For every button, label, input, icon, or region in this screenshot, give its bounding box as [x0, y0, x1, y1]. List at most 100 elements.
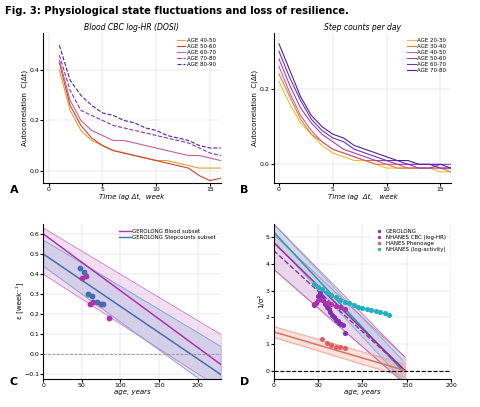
AGE 40-50 — [448, 166, 454, 171]
AGE 60-70 — [218, 158, 224, 163]
AGE 50-60 — [427, 166, 432, 171]
AGE 40-50 — [362, 158, 368, 163]
AGE 70-80 — [319, 124, 325, 129]
AGE 70-80 — [67, 88, 73, 93]
AGE 50-60 — [416, 166, 422, 171]
Y-axis label: Autocorrelation  C(Δt): Autocorrelation C(Δt) — [252, 70, 258, 146]
AGE 40-50 — [395, 162, 400, 167]
AGE 70-80 — [427, 162, 432, 167]
AGE 80-90 — [132, 120, 138, 125]
AGE 70-80 — [384, 154, 389, 159]
Legend: GEROLONG, NHANES CBC (log-HR), HANES Phenoage, NHANES (log-activity): GEROLONG, NHANES CBC (log-HR), HANES Phe… — [371, 227, 448, 254]
Point — [363, 306, 371, 313]
Line: AGE 70-80: AGE 70-80 — [60, 55, 221, 155]
Point — [336, 319, 343, 326]
AGE 40-50 — [110, 148, 116, 153]
Point — [99, 301, 107, 307]
Point — [105, 315, 113, 322]
Point — [341, 330, 348, 337]
AGE 60-70 — [330, 136, 336, 140]
Point — [314, 283, 322, 290]
Y-axis label: Autocorrelation  C(Δt): Autocorrelation C(Δt) — [21, 70, 28, 146]
Point — [337, 321, 345, 327]
AGE 40-50 — [416, 166, 422, 171]
AGE 20-30 — [438, 169, 444, 174]
AGE 60-70 — [405, 162, 411, 167]
AGE 40-50 — [373, 158, 379, 163]
Point — [327, 291, 335, 298]
Point — [372, 308, 380, 315]
AGE 60-70 — [153, 146, 159, 151]
AGE 40-50 — [78, 128, 84, 133]
Line: AGE 50-60: AGE 50-60 — [60, 63, 221, 181]
AGE 70-80 — [395, 158, 400, 163]
Point — [318, 294, 325, 300]
AGE 50-60 — [57, 60, 62, 65]
AGE 70-80 — [405, 158, 411, 163]
Point — [327, 342, 335, 348]
AGE 70-80 — [186, 140, 192, 145]
AGE 50-60 — [196, 173, 202, 178]
AGE 20-30 — [298, 120, 303, 125]
AGE 70-80 — [78, 108, 84, 113]
AGE 80-90 — [57, 43, 62, 48]
AGE 60-70 — [143, 143, 148, 148]
AGE 30-40 — [308, 132, 314, 137]
Point — [314, 293, 322, 299]
X-axis label: age, years: age, years — [114, 389, 150, 395]
Point — [319, 286, 326, 293]
AGE 40-50 — [308, 128, 314, 133]
AGE 40-50 — [153, 158, 159, 163]
AGE 40-50 — [186, 163, 192, 168]
AGE 30-40 — [330, 147, 336, 152]
Point — [82, 273, 89, 279]
AGE 60-70 — [384, 158, 389, 163]
AGE 30-40 — [362, 158, 368, 163]
AGE 50-60 — [164, 161, 170, 166]
AGE 60-70 — [448, 166, 454, 171]
AGE 30-40 — [427, 166, 432, 171]
AGE 30-40 — [287, 94, 293, 99]
AGE 50-60 — [218, 176, 224, 181]
Point — [341, 345, 348, 351]
Point — [94, 299, 101, 305]
AGE 60-70 — [164, 148, 170, 153]
Line: AGE 40-50: AGE 40-50 — [279, 66, 451, 168]
Point — [359, 304, 366, 311]
AGE 70-80 — [438, 162, 444, 167]
AGE 60-70 — [298, 98, 303, 103]
Line: AGE 80-90: AGE 80-90 — [60, 45, 221, 148]
AGE 40-50 — [384, 162, 389, 167]
AGE 60-70 — [121, 138, 127, 143]
AGE 70-80 — [351, 143, 357, 148]
AGE 60-70 — [341, 139, 347, 144]
AGE 40-50 — [57, 68, 62, 72]
AGE 70-80 — [330, 132, 336, 137]
Point — [341, 298, 348, 305]
AGE 50-60 — [67, 103, 73, 108]
AGE 50-60 — [405, 162, 411, 167]
AGE 50-60 — [438, 162, 444, 167]
AGE 40-50 — [298, 113, 303, 118]
AGE 70-80 — [287, 68, 293, 72]
Point — [339, 322, 347, 328]
AGE 80-90 — [67, 78, 73, 83]
AGE 40-50 — [196, 166, 202, 171]
AGE 80-90 — [164, 133, 170, 138]
AGE 30-40 — [405, 166, 411, 171]
AGE 40-50 — [351, 154, 357, 159]
AGE 40-50 — [89, 138, 95, 143]
AGE 60-70 — [319, 128, 325, 133]
AGE 20-30 — [427, 166, 432, 171]
AGE 60-70 — [308, 117, 314, 122]
AGE 60-70 — [427, 162, 432, 167]
Line: AGE 60-70: AGE 60-70 — [279, 51, 451, 168]
AGE 80-90 — [99, 110, 105, 115]
AGE 70-80 — [373, 151, 379, 155]
AGE 80-90 — [143, 125, 148, 130]
AGE 40-50 — [438, 166, 444, 171]
Legend: AGE 20-30, AGE 30-40, AGE 40-50, AGE 50-60, AGE 60-70, AGE 70-80: AGE 20-30, AGE 30-40, AGE 40-50, AGE 50-… — [405, 35, 448, 75]
AGE 40-50 — [330, 147, 336, 152]
AGE 20-30 — [405, 166, 411, 171]
AGE 70-80 — [416, 162, 422, 167]
